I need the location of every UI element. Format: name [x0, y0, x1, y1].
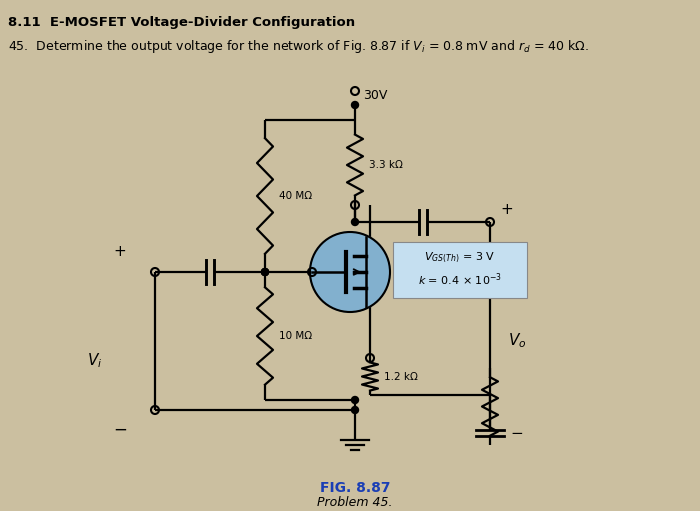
Circle shape — [351, 397, 358, 404]
Circle shape — [262, 268, 269, 275]
Text: $V_{GS(Th)}$ = 3 V: $V_{GS(Th)}$ = 3 V — [424, 251, 496, 265]
Text: 1.2 kΩ: 1.2 kΩ — [384, 371, 418, 382]
Text: FIG. 8.87: FIG. 8.87 — [320, 481, 391, 495]
Text: $V_o$: $V_o$ — [508, 332, 526, 351]
Text: +: + — [500, 202, 512, 218]
Circle shape — [351, 219, 358, 225]
Text: −: − — [113, 421, 127, 439]
Text: 45.  Determine the output voltage for the network of Fig. 8.87 if $V_i$ = 0.8 mV: 45. Determine the output voltage for the… — [8, 38, 589, 55]
Text: $k$ = 0.4 × 10$^{-3}$: $k$ = 0.4 × 10$^{-3}$ — [418, 272, 502, 288]
Text: $V_i$: $V_i$ — [88, 352, 103, 370]
Text: 10 MΩ: 10 MΩ — [279, 331, 312, 341]
Circle shape — [351, 102, 358, 108]
Circle shape — [262, 268, 269, 275]
Text: 30V: 30V — [363, 89, 387, 102]
Text: 40 MΩ: 40 MΩ — [279, 191, 312, 201]
Text: +: + — [113, 244, 127, 260]
Text: 3.3 kΩ: 3.3 kΩ — [369, 160, 403, 170]
Circle shape — [310, 232, 390, 312]
Text: 8.11  E-MOSFET Voltage-Divider Configuration: 8.11 E-MOSFET Voltage-Divider Configurat… — [8, 16, 355, 29]
Text: Problem 45.: Problem 45. — [317, 497, 393, 509]
Circle shape — [262, 268, 269, 275]
Text: −: − — [510, 426, 523, 440]
Circle shape — [351, 406, 358, 413]
FancyBboxPatch shape — [393, 242, 527, 298]
